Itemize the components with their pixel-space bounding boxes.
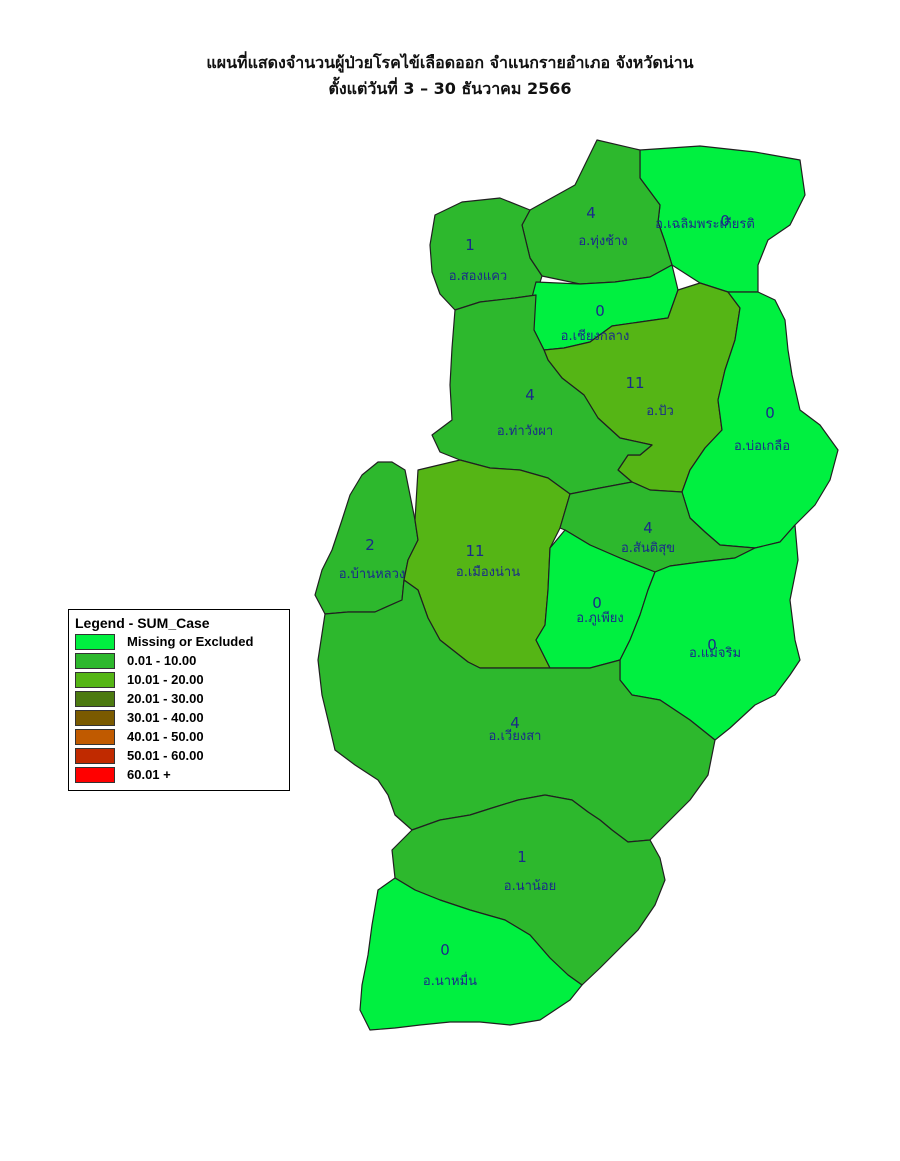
district-case-count: 0 (765, 404, 775, 422)
district-name-label: อ.นาหมื่น (423, 972, 477, 989)
district-case-count: 11 (465, 542, 484, 560)
map-title: แผนที่แสดงจำนวนผู้ป่วยโรคไข้เลือดออก จำแ… (0, 50, 900, 102)
legend-swatch (75, 766, 115, 783)
district-case-count: 0 (440, 941, 450, 959)
district-name-label: อ.แม่จริม (689, 646, 741, 661)
district-case-count: 0 (707, 636, 717, 654)
legend-item: 0.01 - 10.00 (75, 651, 283, 670)
district-name-label: อ.ทุ่งช้าง (578, 234, 627, 249)
legend-label: 40.01 - 50.00 (127, 729, 204, 744)
legend-swatch (75, 747, 115, 764)
district-name-label: อ.เมืองน่าน (456, 564, 520, 580)
district-case-count: 4 (510, 714, 520, 732)
district-case-count: 11 (625, 374, 644, 392)
district-case-count: 0 (595, 302, 605, 320)
district-case-count: 0 (592, 594, 602, 612)
legend-label: 10.01 - 20.00 (127, 672, 204, 687)
district-na-muen (359, 877, 583, 1031)
legend-item: 20.01 - 30.00 (75, 689, 283, 708)
district-name-label: อ.ภูเพียง (576, 610, 624, 626)
district-name-label: อ.เฉลิมพระเกียรติ (655, 216, 755, 232)
legend-swatch (75, 652, 115, 669)
district-name-label: อ.เชียงกลาง (561, 328, 630, 344)
legend-title: Legend - SUM_Case (75, 615, 210, 631)
district-labels: 0อ.เฉลิมพระเกียรติ4อ.ทุ่งช้าง1อ.สองแคว0อ… (339, 204, 790, 989)
legend-swatch (75, 633, 115, 650)
district-tha-wang-pha (431, 294, 653, 495)
district-name-label: อ.บ่อเกลือ (734, 438, 790, 454)
district-name-label: อ.บ้านหลวง (339, 567, 406, 582)
district-case-count: 2 (365, 536, 375, 554)
district-case-count: 4 (586, 204, 596, 222)
legend-label: 20.01 - 30.00 (127, 691, 204, 706)
district-case-count: 1 (465, 236, 475, 254)
district-wiang-sa (317, 579, 716, 843)
map-title-line-2: ตั้งแต่วันที่ 3 – 30 ธันวาคม 2566 (328, 79, 572, 98)
legend-label: 60.01 + (127, 767, 171, 782)
legend-swatch (75, 690, 115, 707)
legend-item: Missing or Excluded (75, 632, 283, 651)
legend-swatch (75, 709, 115, 726)
district-name-label: อ.ท่าวังผา (497, 424, 553, 439)
district-case-count: 0 (720, 212, 730, 230)
legend: Legend - SUM_Case Missing or Excluded 0.0… (68, 609, 290, 791)
legend-label: 0.01 - 10.00 (127, 653, 197, 668)
district-name-label: อ.นาน้อย (504, 879, 556, 894)
district-case-count: 4 (643, 519, 653, 537)
district-song-khwae (429, 197, 543, 311)
district-name-label: อ.เวียงสา (489, 728, 542, 744)
legend-item: 60.01 + (75, 765, 283, 784)
district-name-label: อ.ปัว (646, 404, 674, 419)
district-name-label: อ.สันติสุข (621, 541, 675, 556)
legend-item: 40.01 - 50.00 (75, 727, 283, 746)
legend-item: 30.01 - 40.00 (75, 708, 283, 727)
district-case-count: 4 (525, 386, 535, 404)
legend-label: 30.01 - 40.00 (127, 710, 204, 725)
legend-swatch (75, 671, 115, 688)
legend-item: 50.01 - 60.00 (75, 746, 283, 765)
legend-label: 50.01 - 60.00 (127, 748, 204, 763)
district-case-count: 1 (517, 848, 527, 866)
legend-swatch (75, 728, 115, 745)
legend-item: 10.01 - 20.00 (75, 670, 283, 689)
legend-label: Missing or Excluded (127, 634, 254, 649)
map-title-line-1: แผนที่แสดงจำนวนผู้ป่วยโรคไข้เลือดออก จำแ… (206, 53, 694, 72)
district-name-label: อ.สองแคว (449, 269, 507, 284)
